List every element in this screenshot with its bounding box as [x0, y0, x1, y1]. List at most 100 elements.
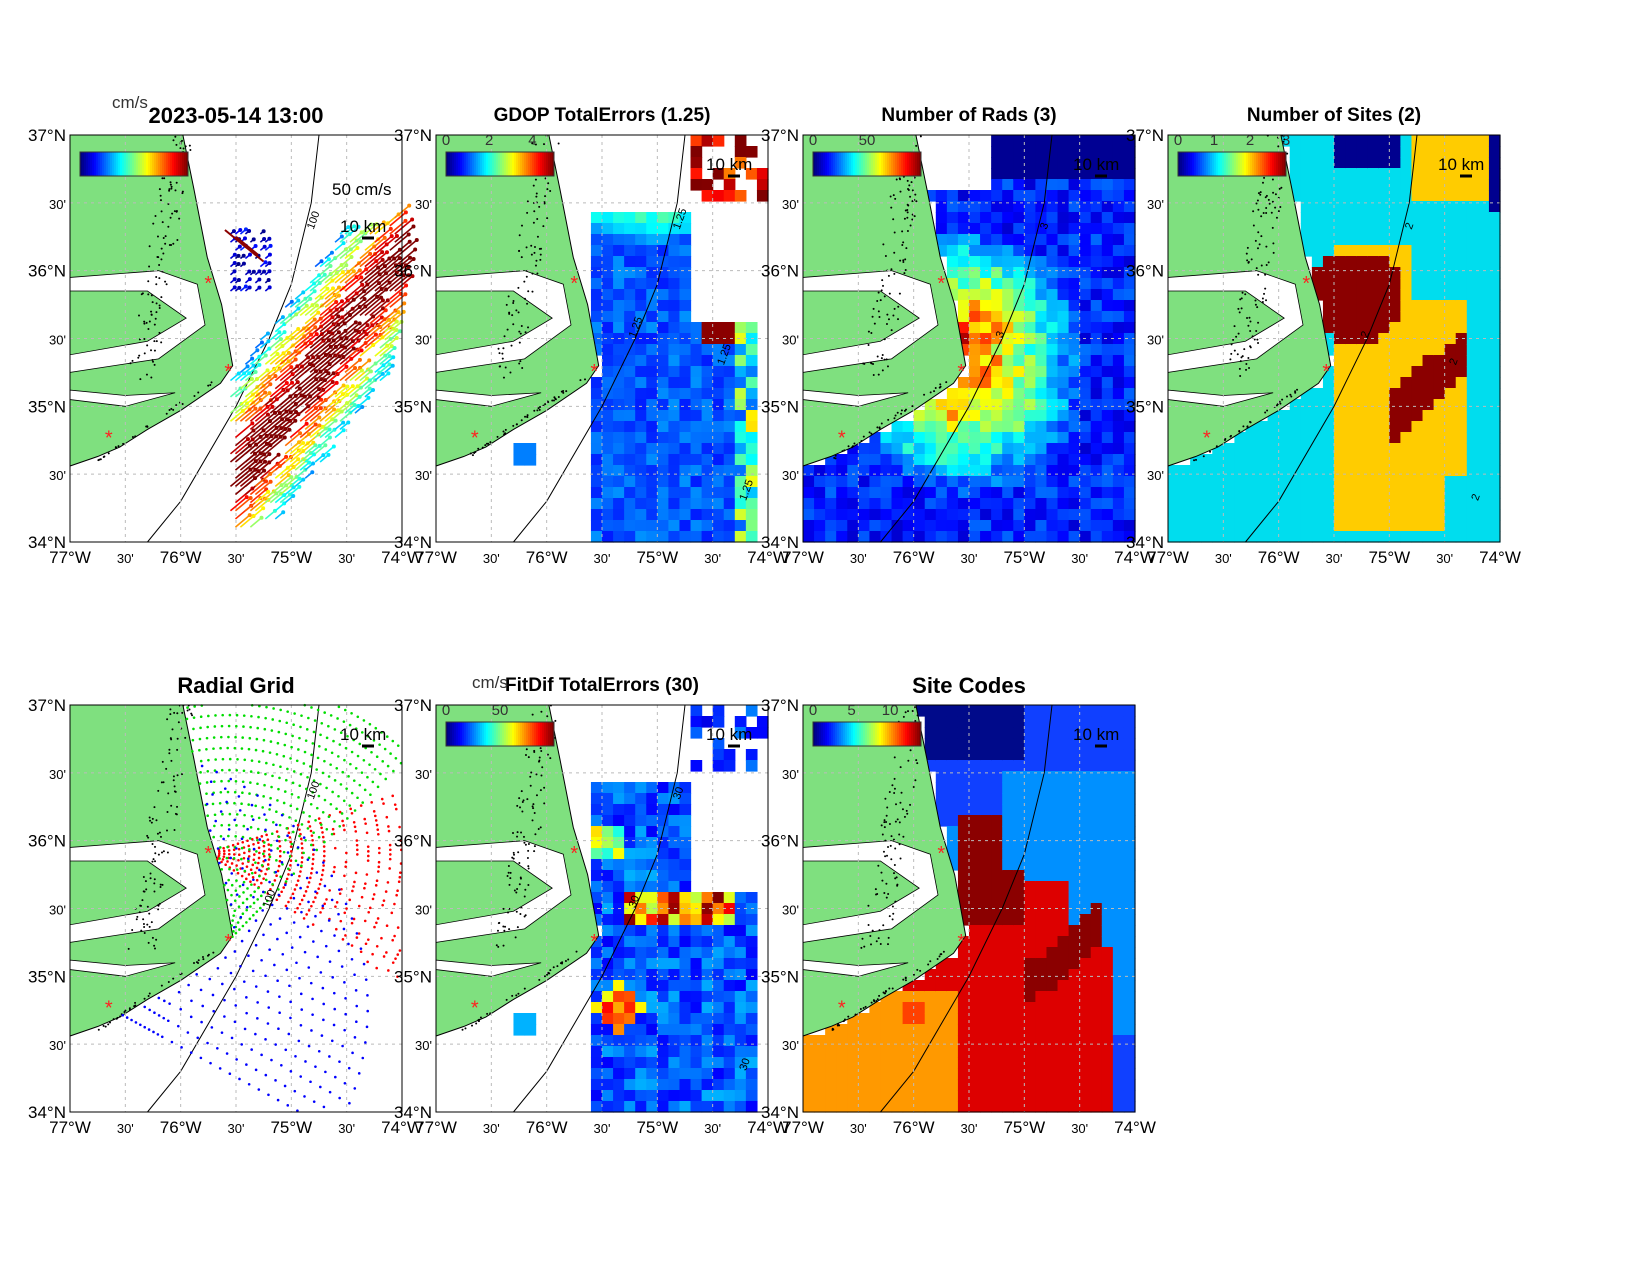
velocity-arrow [389, 241, 411, 260]
heatmap-cell [1334, 498, 1346, 510]
heatmap-cell [1477, 190, 1490, 202]
heatmap-cell [969, 322, 981, 334]
heatmap-cell [1422, 278, 1435, 290]
heatmap-cell [624, 487, 636, 499]
heatmap-cell [679, 278, 692, 290]
radial-grid-point [290, 792, 294, 796]
arrow-head [261, 506, 266, 511]
heatmap-cell [1367, 498, 1379, 510]
velocity-arrow [294, 298, 306, 308]
heatmap-cell [657, 333, 669, 345]
heatmap-cell [1455, 289, 1468, 301]
velocity-arrow [389, 266, 410, 284]
coast-dot [160, 781, 163, 784]
lat-tick-label: 34°N [761, 533, 799, 552]
radial-grid-point [180, 1046, 183, 1049]
heatmap-cell [1046, 531, 1059, 543]
heatmap-cell [679, 399, 692, 411]
heatmap-cell [991, 465, 1003, 477]
radial-grid-point [353, 809, 357, 812]
heatmap-cell [1035, 355, 1048, 367]
heatmap-cell [991, 135, 1003, 147]
heatmap-cell [1035, 520, 1048, 532]
coast-dot [1247, 261, 1250, 264]
radial-grid-point [379, 772, 382, 776]
radial-grid-point [354, 830, 358, 833]
coast-dot [1246, 317, 1249, 320]
heatmap-cell [1013, 509, 1025, 521]
arrow-head [253, 243, 258, 248]
heatmap-cell [1046, 212, 1059, 224]
radial-grid-point [148, 1008, 151, 1012]
colorbar-segment [178, 152, 181, 176]
colorbar-segment [1242, 152, 1245, 176]
radial-grid-point [290, 946, 294, 949]
radial-grid-point [300, 856, 304, 859]
radial-grid-point [306, 827, 310, 830]
heatmap-cell [679, 355, 692, 367]
heatmap-cell [1289, 157, 1302, 169]
heatmap-cell [613, 531, 625, 543]
coast-dot [887, 274, 890, 277]
coast-dot [512, 300, 515, 303]
heatmap-cell [701, 454, 714, 466]
heatmap-cell [980, 344, 992, 356]
coast-dot [158, 264, 161, 267]
heatmap-cell [734, 465, 747, 477]
heatmap-cell [1013, 300, 1025, 312]
radial-grid-point [363, 817, 367, 821]
heatmap-cell [1201, 476, 1213, 488]
coast-dot [876, 299, 879, 302]
lat-tick-label: 30' [782, 468, 799, 483]
colorbar-segment [903, 152, 906, 176]
coast-dot [137, 314, 140, 317]
panel-title: Radial Grid [177, 673, 295, 698]
heatmap-cell [679, 432, 692, 444]
radial-grid-point [325, 786, 328, 790]
radial-grid-point [311, 742, 315, 745]
radial-grid-point [338, 824, 342, 828]
heatmap-cell [880, 520, 893, 532]
radial-grid-point [250, 871, 254, 875]
axes-frame [435, 134, 769, 543]
velocity-arrow [359, 333, 377, 349]
heatmap-cell [1046, 146, 1059, 158]
lat-tick-label: 30' [415, 197, 432, 212]
arrow-head [263, 353, 268, 358]
coast-dot [171, 212, 174, 215]
colorbar-segment [1186, 152, 1189, 176]
heatmap-cell [1400, 410, 1413, 422]
heatmap-cell [1345, 355, 1357, 367]
heatmap-cell [1201, 465, 1213, 477]
radial-grid-point [265, 761, 268, 765]
arrow-head [380, 257, 385, 262]
colorbar-segment [466, 152, 469, 176]
coast-dot [143, 932, 146, 935]
lat-tick-label: 37°N [1126, 126, 1164, 145]
coast-dot [148, 992, 151, 995]
heatmap-cell [690, 399, 703, 411]
arrow-head [380, 298, 385, 303]
heatmap-cell [1068, 234, 1081, 246]
coast-dot [834, 454, 837, 457]
radial-grid-point [250, 714, 253, 718]
coast-dot [893, 272, 896, 275]
heatmap-cell [1477, 322, 1490, 334]
heatmap-cell [1356, 377, 1368, 389]
colorbar-segment [492, 152, 495, 176]
coast-dot [168, 188, 171, 191]
heatmap-cell [1300, 399, 1313, 411]
coast-dot [534, 178, 537, 181]
heatmap-cell [991, 377, 1003, 389]
heatmap-cell [1024, 454, 1036, 466]
coast-dot [893, 231, 896, 234]
arrow-head [389, 344, 394, 349]
radial-grid-point [254, 871, 257, 875]
colorbar-segment [813, 152, 816, 176]
radial-grid-point [228, 768, 231, 772]
heatmap-cell [756, 190, 769, 202]
colorbar-segment [1192, 152, 1195, 176]
heatmap-cell [1112, 476, 1125, 488]
radial-grid-point [237, 847, 241, 851]
radial-grid-point [220, 768, 224, 772]
